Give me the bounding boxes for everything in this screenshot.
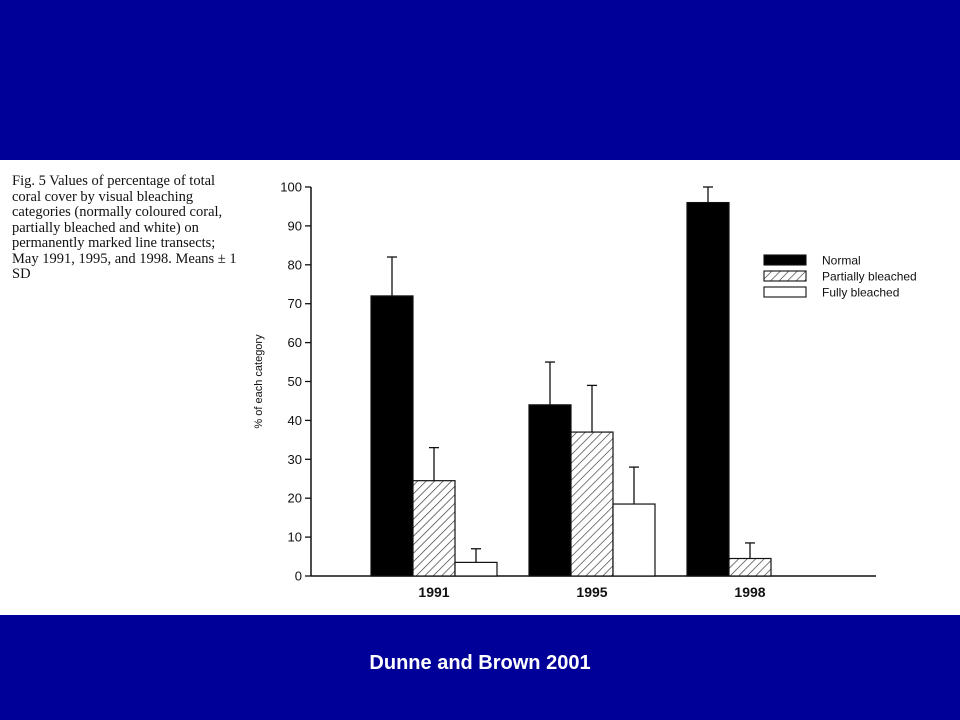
y-tick-label: 80 — [288, 257, 302, 272]
legend-swatch — [763, 254, 807, 266]
bar-normal — [370, 295, 414, 577]
bar-partially-bleached — [728, 557, 772, 577]
y-tick-label: 50 — [288, 374, 302, 389]
figure-panel: Fig. 5 Values of percentage of total cor… — [0, 160, 960, 615]
figure-caption: Fig. 5 Values of percentage of total cor… — [12, 173, 237, 282]
legend-label: Normal — [822, 254, 861, 268]
chart-bars — [370, 201, 772, 577]
y-tick-label: 60 — [288, 335, 302, 350]
legend-swatch — [763, 286, 807, 298]
bar-chart: 0 10 20 30 40 50 60 70 80 90 100 % of each category… — [253, 180, 917, 601]
legend-label: Fully bleached — [822, 286, 899, 300]
bar-fully-bleached — [612, 503, 656, 577]
slide-credit: Dunne and Brown 2001 — [369, 652, 591, 674]
y-tick-label: 0 — [295, 569, 302, 584]
y-tick-label: 90 — [288, 218, 302, 233]
bar-normal — [528, 404, 572, 577]
x-category-label: 1995 — [576, 584, 607, 600]
y-tick-label: 100 — [280, 180, 302, 195]
legend-label: Partially bleached — [822, 270, 917, 284]
bar-partially-bleached — [570, 431, 614, 577]
chart-legend: Normal Partially bleached Fully bleached — [763, 254, 917, 300]
bar-normal — [686, 201, 730, 577]
bar-partially-bleached — [412, 480, 456, 577]
y-tick-label: 10 — [288, 530, 302, 545]
x-category-label: 1998 — [734, 584, 765, 600]
y-tick-label: 30 — [288, 452, 302, 467]
x-category-label: 1991 — [418, 584, 449, 600]
y-tick-label: 20 — [288, 491, 302, 506]
slide-top-band — [0, 0, 960, 160]
y-axis-title: % of each category — [253, 334, 265, 429]
slide-footer-band — [0, 615, 960, 720]
y-tick-label: 70 — [288, 296, 302, 311]
bar-fully-bleached — [454, 561, 498, 577]
legend-swatch — [763, 270, 807, 282]
y-tick-label: 40 — [288, 413, 302, 428]
chart-error-bars — [387, 186, 755, 563]
